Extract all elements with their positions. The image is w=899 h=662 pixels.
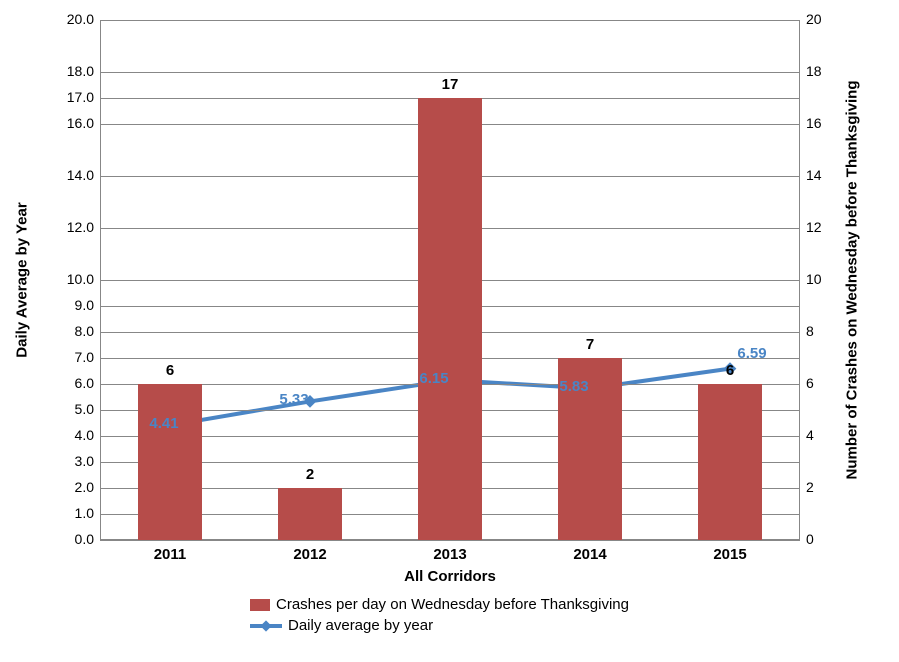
line-data-label: 5.83 bbox=[544, 378, 604, 395]
legend: Crashes per day on Wednesday before Than… bbox=[250, 596, 629, 634]
y-right-tick: 4 bbox=[806, 427, 814, 443]
x-tick: 2012 bbox=[280, 546, 340, 563]
y-left-tick: 2.0 bbox=[52, 479, 94, 495]
y-left-tick: 5.0 bbox=[52, 401, 94, 417]
bar bbox=[278, 488, 342, 540]
gridline bbox=[100, 72, 800, 73]
crash-chart: Daily Average by Year Number of Crashes … bbox=[10, 10, 889, 642]
y-right-tick: 14 bbox=[806, 167, 822, 183]
y-right-tick: 6 bbox=[806, 375, 814, 391]
gridline bbox=[100, 540, 800, 541]
y-right-tick: 20 bbox=[806, 11, 822, 27]
legend-bar-text: Crashes per day on Wednesday before Than… bbox=[276, 596, 629, 613]
legend-line-text: Daily average by year bbox=[288, 617, 433, 634]
y-left-tick: 20.0 bbox=[52, 11, 94, 27]
y-right-tick: 12 bbox=[806, 219, 822, 235]
legend-item-bars: Crashes per day on Wednesday before Than… bbox=[250, 596, 629, 613]
bar-data-label: 2 bbox=[280, 466, 340, 483]
y-left-tick: 6.0 bbox=[52, 375, 94, 391]
line-data-label: 6.15 bbox=[404, 370, 464, 387]
y-left-tick: 1.0 bbox=[52, 505, 94, 521]
y-right-tick: 10 bbox=[806, 271, 822, 287]
y-left-tick: 18.0 bbox=[52, 63, 94, 79]
x-tick: 2015 bbox=[700, 546, 760, 563]
x-tick: 2011 bbox=[140, 546, 200, 563]
bar bbox=[698, 384, 762, 540]
bar-data-label: 17 bbox=[420, 76, 480, 93]
legend-swatch-line bbox=[250, 618, 282, 634]
x-tick: 2013 bbox=[420, 546, 480, 563]
line-data-label: 6.59 bbox=[722, 345, 782, 362]
y-right-tick: 0 bbox=[806, 531, 814, 547]
y-right-tick: 8 bbox=[806, 323, 814, 339]
y-left-tick: 10.0 bbox=[52, 271, 94, 287]
y-left-tick: 14.0 bbox=[52, 167, 94, 183]
y-right-tick: 16 bbox=[806, 115, 822, 131]
line-data-label: 4.41 bbox=[134, 415, 194, 432]
y-left-tick: 16.0 bbox=[52, 115, 94, 131]
line-data-label: 5.33 bbox=[264, 391, 324, 408]
y-left-tick: 12.0 bbox=[52, 219, 94, 235]
legend-swatch-bar bbox=[250, 599, 270, 611]
y-left-tick: 3.0 bbox=[52, 453, 94, 469]
y-left-tick: 7.0 bbox=[52, 349, 94, 365]
y-right-tick: 2 bbox=[806, 479, 814, 495]
bar bbox=[418, 98, 482, 540]
bar-data-label: 7 bbox=[560, 336, 620, 353]
legend-item-line: Daily average by year bbox=[250, 617, 629, 634]
y-right-tick: 18 bbox=[806, 63, 822, 79]
y-left-tick: 17.0 bbox=[52, 89, 94, 105]
y-left-tick: 9.0 bbox=[52, 297, 94, 313]
bar bbox=[138, 384, 202, 540]
x-tick: 2014 bbox=[560, 546, 620, 563]
y-left-tick: 4.0 bbox=[52, 427, 94, 443]
bar-data-label: 6 bbox=[700, 362, 760, 379]
y-left-tick: 8.0 bbox=[52, 323, 94, 339]
y-left-tick: 0.0 bbox=[52, 531, 94, 547]
bar-data-label: 6 bbox=[140, 362, 200, 379]
gridline bbox=[100, 20, 800, 21]
